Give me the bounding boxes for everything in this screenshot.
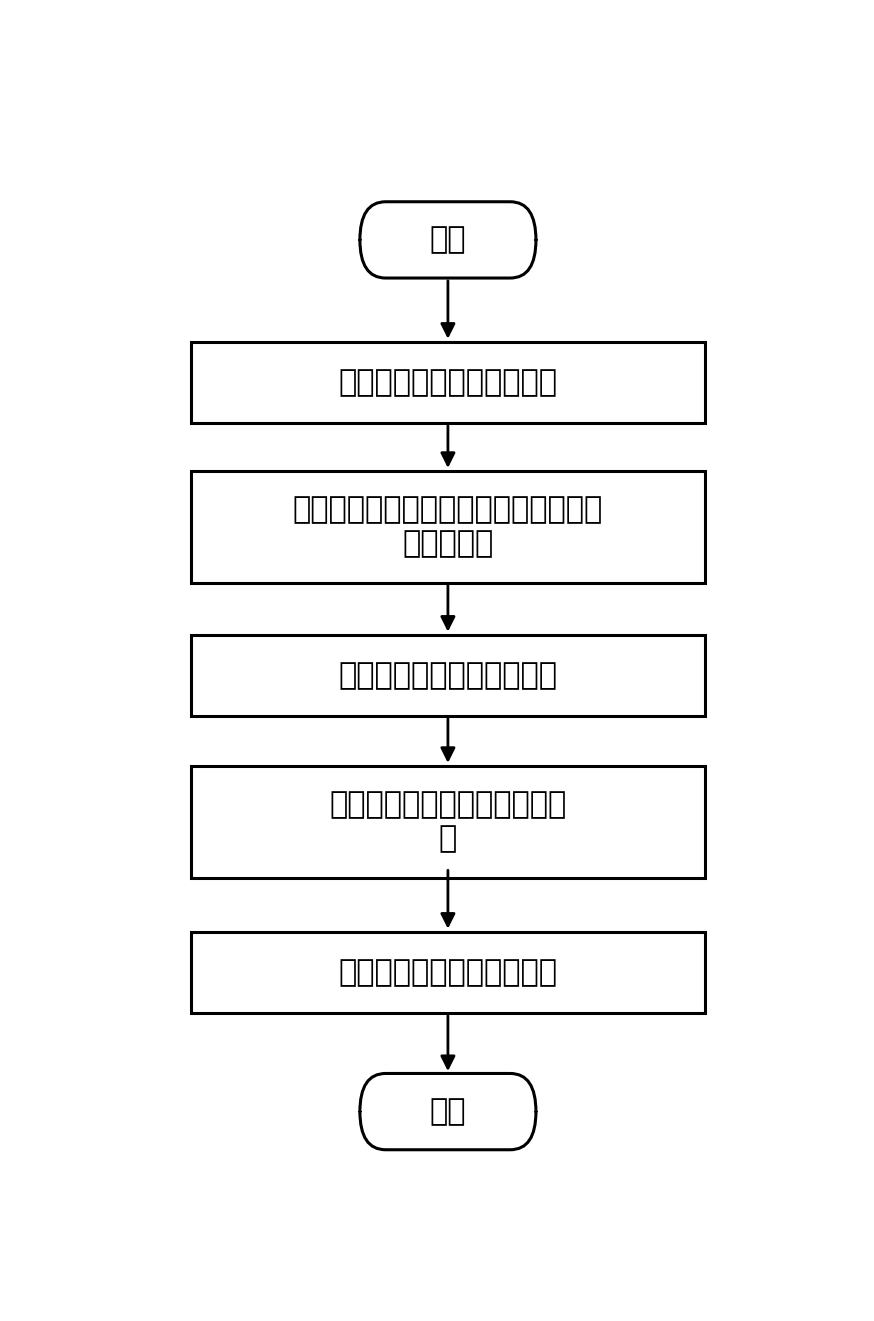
Text: 到达地表的气载放射物评估: 到达地表的气载放射物评估: [338, 958, 558, 987]
Text: 结束: 结束: [430, 1098, 466, 1125]
Text: 气载放射物在岩体中的扩散计
算: 气载放射物在岩体中的扩散计 算: [329, 790, 566, 853]
Text: 反应堆厂房洞室密封隔离系统放射性核
素泄露计算: 反应堆厂房洞室密封隔离系统放射性核 素泄露计算: [293, 495, 603, 557]
Text: 开始: 开始: [430, 226, 466, 255]
FancyBboxPatch shape: [191, 766, 705, 877]
FancyBboxPatch shape: [191, 342, 705, 423]
FancyBboxPatch shape: [191, 931, 705, 1013]
FancyBboxPatch shape: [360, 202, 536, 277]
Text: 内通道气载放射物沉积计算: 内通道气载放射物沉积计算: [338, 367, 558, 396]
FancyBboxPatch shape: [360, 1074, 536, 1149]
FancyBboxPatch shape: [191, 634, 705, 716]
Text: 外通道气载放射物沉积计算: 外通道气载放射物沉积计算: [338, 660, 558, 690]
FancyBboxPatch shape: [191, 470, 705, 583]
